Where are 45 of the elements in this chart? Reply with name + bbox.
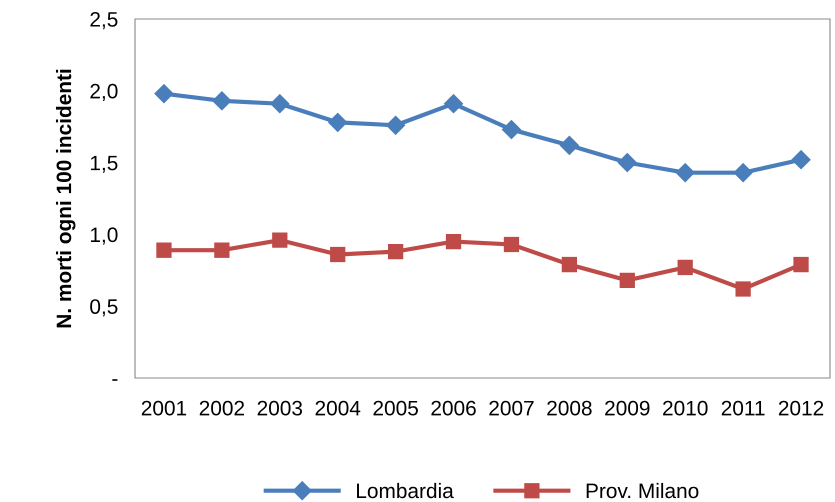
y-tick-label: -	[112, 379, 118, 381]
point	[793, 256, 809, 272]
point	[678, 260, 693, 276]
point	[562, 256, 578, 272]
point	[734, 163, 753, 182]
x-tick-label: 2005	[374, 400, 418, 416]
point	[212, 91, 232, 110]
y-tick-label: 1,5	[90, 156, 118, 173]
x-tick-label: 2007	[489, 400, 534, 416]
legend-label: Prov. Milano	[586, 482, 698, 498]
y-tick-label: 2,5	[90, 12, 118, 30]
legend-label: Lombardia	[357, 482, 454, 498]
point	[618, 153, 637, 172]
point	[272, 232, 288, 248]
y-tick-label: 0,5	[90, 299, 118, 316]
point	[328, 112, 348, 132]
y-tick-label: 2,0	[90, 84, 118, 102]
x-tick-label: 2008	[547, 400, 592, 416]
x-tick-label: 2001	[142, 400, 186, 416]
x-tick-label: 2010	[663, 400, 708, 416]
point	[735, 281, 751, 297]
x-tick-label: 2004	[316, 400, 360, 416]
point	[502, 120, 521, 140]
point	[446, 234, 462, 250]
x-tick-label: 2006	[431, 400, 476, 416]
point	[386, 116, 406, 135]
x-tick-label: 2002	[200, 400, 244, 416]
point	[214, 242, 230, 258]
point	[504, 236, 520, 252]
x-tick-label: 2009	[605, 400, 650, 416]
point	[620, 272, 635, 288]
point	[560, 136, 579, 155]
x-tick-label: 2012	[778, 400, 824, 416]
point	[330, 246, 346, 262]
point	[388, 244, 404, 260]
point	[676, 163, 695, 182]
point	[270, 94, 290, 114]
point	[444, 94, 464, 114]
point	[154, 84, 174, 104]
point	[792, 150, 811, 170]
point	[156, 242, 172, 258]
y-axis-title: N. morti ogni 100 incidenti	[56, 70, 76, 328]
x-tick-label: 2003	[258, 400, 302, 416]
y-tick-label: 1,0	[90, 227, 118, 245]
x-tick-label: 2011	[722, 400, 765, 416]
